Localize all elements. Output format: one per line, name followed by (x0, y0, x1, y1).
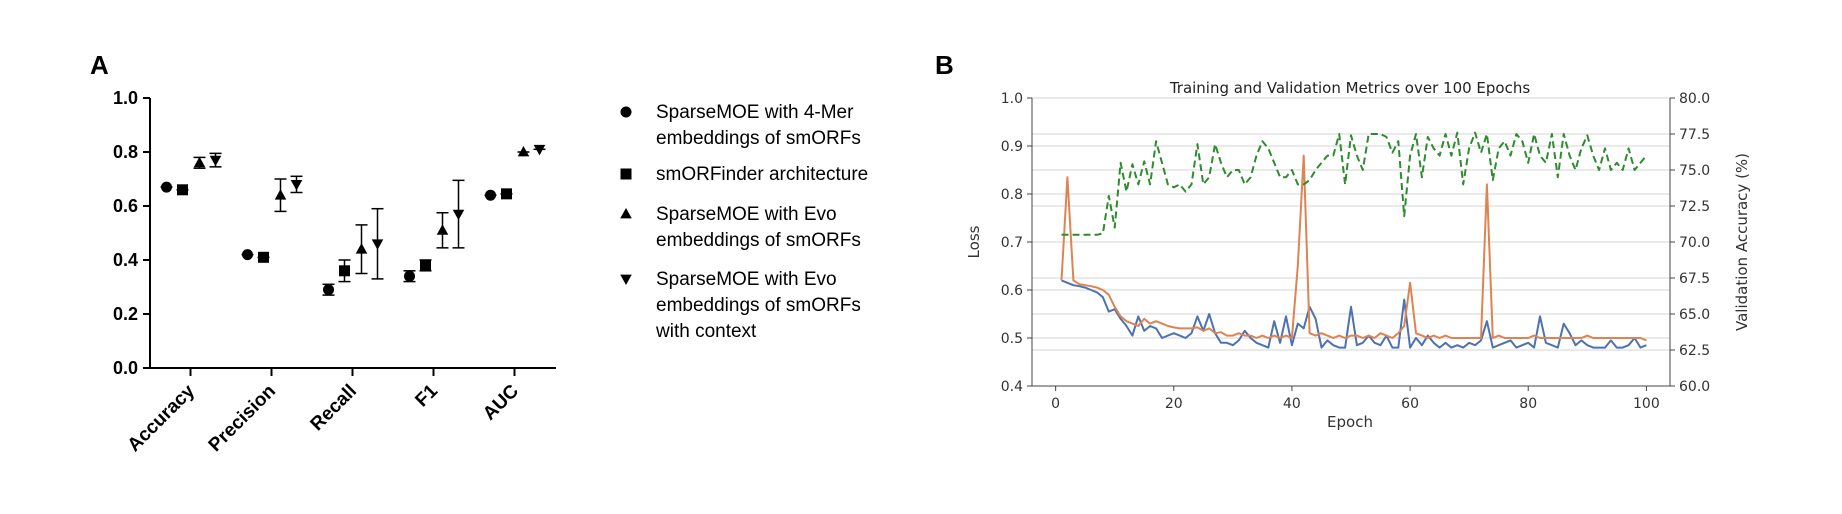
y2-tick-label: 70.0 (1679, 235, 1710, 251)
panel-a-y-ticks: 0.0 0.2 0.4 0.6 0.8 1.0 (113, 88, 150, 378)
data-point-triangle-down (452, 209, 465, 221)
data-point-triangle-down (533, 144, 546, 156)
data-point-circle (161, 181, 172, 193)
y2-tick-label: 75.0 (1679, 163, 1710, 179)
panel-b-title: Training and Validation Metrics over 100… (1169, 79, 1531, 97)
data-point-triangle-up (355, 243, 368, 254)
y-tick-label: 0.6 (113, 196, 138, 216)
x-category-label: Recall (307, 381, 361, 435)
legend-entry-text: SparseMOE with Evo (656, 269, 837, 290)
y-tick-label: 0.8 (1001, 187, 1023, 203)
series-line-val_loss (1060, 154, 1647, 342)
panel-a-label: A (90, 50, 109, 80)
y-tick-label: 1.0 (113, 88, 138, 108)
x-tick-label: 20 (1165, 396, 1183, 412)
x-tick-label: 60 (1401, 396, 1419, 412)
y-tick-label: 0.6 (1001, 283, 1023, 299)
y2-tick-label: 77.5 (1679, 127, 1710, 143)
legend-entry-text: SparseMOE with Evo (656, 204, 837, 225)
x-category-label: F1 (411, 380, 442, 411)
y-tick-label: 0.7 (1001, 235, 1023, 251)
panel-a-marks (160, 144, 546, 296)
panel-b-x-label: Epoch (1327, 413, 1373, 431)
y2-tick-label: 65.0 (1679, 307, 1710, 323)
legend-entry-text: with context (655, 321, 757, 342)
data-point-triangle-up (436, 224, 449, 235)
data-point-square (177, 184, 188, 196)
x-tick-label: 100 (1633, 396, 1660, 412)
y2-tick-label: 80.0 (1679, 91, 1710, 107)
x-tick-label: 80 (1519, 396, 1537, 412)
y-tick-label: 0.8 (113, 142, 138, 162)
y2-tick-label: 62.5 (1679, 343, 1710, 359)
data-point-circle (323, 284, 334, 296)
series-line-val_acc (1061, 131, 1648, 236)
y-tick-label: 0.2 (113, 304, 138, 324)
data-point-triangle-down (290, 180, 303, 191)
x-tick-label: 40 (1283, 396, 1301, 412)
data-point-square (258, 251, 269, 263)
y2-tick-label: 60.0 (1679, 379, 1710, 395)
data-point-square (420, 259, 431, 271)
y-tick-label: 1.0 (1001, 91, 1023, 107)
panel-b-y2-label: Validation Accuracy (%) (1733, 153, 1751, 331)
y2-tick-label: 67.5 (1679, 271, 1710, 287)
panel-b-lines (1060, 131, 1648, 349)
x-tick-label: 0 (1051, 396, 1060, 412)
y2-tick-label: 72.5 (1679, 199, 1710, 215)
data-point-triangle-down (209, 155, 222, 167)
data-point-circle (485, 189, 496, 201)
data-point-triangle-up (274, 189, 287, 200)
panel-b-y-label: Loss (965, 225, 983, 258)
legend-entry-text: smORFinder architecture (656, 164, 868, 185)
x-category-label: Accuracy (124, 380, 200, 456)
x-category-label: AUC (479, 380, 523, 424)
y-tick-label: 0.0 (113, 358, 138, 378)
data-point-square (501, 188, 512, 200)
legend-entry-text: embeddings of smORFs (656, 295, 861, 316)
data-point-triangle-up (193, 156, 206, 168)
y-tick-label: 0.9 (1001, 139, 1023, 155)
data-point-triangle-down (371, 239, 384, 250)
legend-marker-square (620, 168, 632, 180)
panel-a: A 0.0 0.2 0.4 0.6 0.8 1.0 Accuracy Precision Re… (90, 50, 868, 456)
data-point-circle (242, 249, 253, 261)
panel-a-x-ticks: Accuracy Precision Recall F1 AUC (124, 368, 523, 456)
x-category-label: Precision (205, 381, 280, 456)
data-point-circle (404, 270, 415, 282)
data-point-triangle-up (517, 145, 530, 157)
legend-entry-text: embeddings of smORFs (656, 230, 861, 251)
panel-a-legend: SparseMOE with 4-Mer embeddings of smORFs… (620, 102, 868, 342)
legend-marker-triangle-up (620, 207, 632, 219)
legend-entry-text: SparseMOE with 4-Mer (656, 102, 854, 123)
panel-b-label: B (935, 50, 954, 80)
y-tick-label: 0.4 (113, 250, 138, 270)
series-line-train_loss (1061, 279, 1647, 349)
legend-marker-circle (620, 106, 632, 118)
data-point-square (339, 265, 350, 277)
y-tick-label: 0.4 (1001, 379, 1023, 395)
panel-b-ticks: 0.4 0.5 0.6 0.7 0.8 0.9 1.0 60.0 62.5 65.0 67.5 70.… (1001, 91, 1710, 412)
y-tick-label: 0.5 (1001, 331, 1023, 347)
legend-entry-text: embeddings of smORFs (656, 128, 861, 149)
panel-b: B Training and Validation Metrics over 1… (935, 50, 1751, 431)
legend-marker-triangle-down (620, 274, 632, 286)
